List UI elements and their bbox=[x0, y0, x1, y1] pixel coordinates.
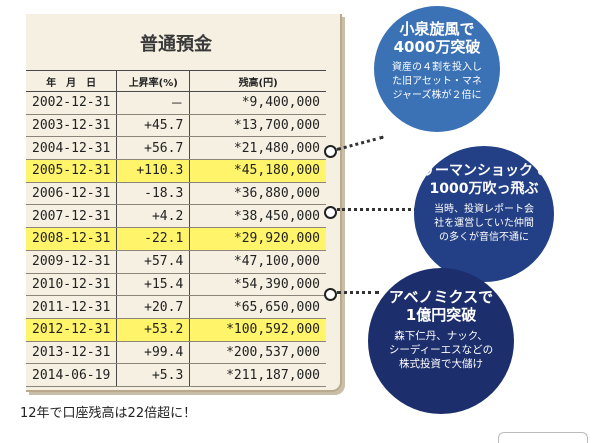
bubble-abenomics: アベノミクスで 1億円突破 森下仁丹、ナック、 シーディーエスなどの 株式投資で… bbox=[368, 268, 514, 414]
bubble-koizumi-body-1: 資産の４割を投入し bbox=[392, 62, 482, 73]
ledger-cell-date: 2003-12-31 bbox=[26, 114, 118, 138]
bubble-koizumi: 小泉旋風で 4000万突破 資産の４割を投入し た旧アセット・マネ ジャーズ株が… bbox=[374, 6, 500, 132]
ledger-cell-rate: -18.3 bbox=[116, 182, 191, 206]
marker-dot-2005 bbox=[324, 145, 337, 158]
ledger-row: 2006-12-31 -18.3 *36,880,000 bbox=[26, 182, 326, 206]
ledger-cell-rate: +57.4 bbox=[116, 250, 191, 274]
ledger-cell-rate: +5.3 bbox=[116, 363, 191, 387]
ledger-cell-date: 2004-12-31 bbox=[26, 136, 118, 161]
ledger-cell-balance: *9,400,000 bbox=[189, 91, 326, 115]
ledger-cell-date: 2005-12-31 bbox=[26, 159, 118, 183]
ledger-cell-balance: *21,480,000 bbox=[189, 136, 326, 161]
ledger-cell-date: 2008-12-31 bbox=[26, 227, 118, 251]
passbook-ledger-table: 年 月 日 上昇率(%) 残高(円) 2002-12-31 － *9,400,000… bbox=[26, 70, 326, 387]
ledger-row: 2003-12-31 +45.7 *13,700,000 bbox=[26, 114, 326, 138]
ledger-cell-date: 2014-06-19 bbox=[26, 363, 118, 387]
bank-passbook-image: 普通預金 年 月 日 上昇率(%) 残高(円) 2002-12-31 － *9,40… bbox=[26, 14, 342, 392]
ledger-cell-rate: +53.2 bbox=[116, 318, 191, 342]
bubble-lehman-head-1: リーマンショックで bbox=[421, 163, 547, 179]
ledger-cell-rate: +4.2 bbox=[116, 204, 191, 229]
bubble-lehman-head-2: 1000万吹っ飛ぶ bbox=[429, 181, 539, 197]
bubble-koizumi-head-2: 4000万突破 bbox=[393, 38, 481, 56]
ledger-row: 2008-12-31 -22.1 *29,920,000 bbox=[26, 227, 326, 251]
ledger-row: 2005-12-31 +110.3 *45,180,000 bbox=[26, 159, 326, 183]
ledger-cell-balance: *13,700,000 bbox=[189, 114, 326, 138]
bubble-abenomics-body-1: 森下仁丹、ナック、 bbox=[394, 330, 488, 342]
bubble-lehman: リーマンショックで 1000万吹っ飛ぶ 当時、投資レポート会 社を運営していた仲… bbox=[414, 146, 554, 282]
ledger-row: 2011-12-31 +20.7 *65,650,000 bbox=[26, 295, 326, 319]
ledger-cell-date: 2010-12-31 bbox=[26, 273, 118, 297]
ledger-cell-date: 2007-12-31 bbox=[26, 204, 118, 229]
ledger-cell-rate: +15.4 bbox=[116, 273, 191, 297]
ledger-cell-balance: *200,537,000 bbox=[189, 341, 326, 365]
marker-dot-2008 bbox=[324, 206, 337, 219]
ledger-cell-balance: *45,180,000 bbox=[189, 159, 326, 183]
ledger-cell-rate: -22.1 bbox=[116, 227, 191, 251]
bubble-abenomics-body-3: 株式投資で大儲け bbox=[399, 358, 483, 370]
image-caption: 12年で口座残高は22倍超に！ bbox=[20, 406, 197, 421]
ledger-row: 2013-12-31 +99.4 *200,537,000 bbox=[26, 341, 326, 365]
ledger-cell-balance: *54,390,000 bbox=[189, 273, 326, 297]
ledger-cell-balance: *29,920,000 bbox=[189, 227, 326, 251]
ledger-cell-date: 2009-12-31 bbox=[26, 250, 118, 274]
ledger-cell-date: 2012-12-31 bbox=[26, 318, 118, 342]
bubble-lehman-body-2: 社を運営していた仲間 bbox=[434, 218, 534, 229]
header-date: 年 月 日 bbox=[26, 70, 118, 92]
passbook-title: 普通預金 bbox=[140, 34, 212, 55]
bubble-abenomics-head-2: 1億円突破 bbox=[405, 306, 477, 324]
ledger-cell-date: 2006-12-31 bbox=[26, 182, 118, 206]
ledger-header-row: 年 月 日 上昇率(%) 残高(円) bbox=[26, 70, 326, 92]
bubble-koizumi-head-1: 小泉旋風で bbox=[399, 20, 475, 38]
ledger-row: 2009-12-31 +57.4 *47,100,000 bbox=[26, 250, 326, 274]
bubble-abenomics-head-1: アベノミクスで bbox=[388, 288, 494, 306]
header-balance: 残高(円) bbox=[189, 70, 326, 92]
ledger-cell-rate: +20.7 bbox=[116, 295, 191, 319]
ledger-cell-rate: +45.7 bbox=[116, 114, 191, 138]
ledger-cell-balance: *211,187,000 bbox=[189, 363, 326, 387]
ledger-cell-balance: *36,880,000 bbox=[189, 182, 326, 206]
ledger-row: 2002-12-31 － *9,400,000 bbox=[26, 91, 326, 115]
ledger-cell-date: 2011-12-31 bbox=[26, 295, 118, 319]
bubble-koizumi-body-3: ジャーズ株が２倍に bbox=[392, 90, 482, 101]
ledger-row: 2004-12-31 +56.7 *21,480,000 bbox=[26, 136, 326, 161]
bubble-lehman-body-1: 当時、投資レポート会 bbox=[434, 204, 534, 215]
ledger-cell-rate: +99.4 bbox=[116, 341, 191, 365]
ledger-cell-balance: *100,592,000 bbox=[189, 318, 326, 342]
ledger-cell-date: 2002-12-31 bbox=[26, 91, 118, 115]
ledger-row: 2012-12-31 +53.2 *100,592,000 bbox=[26, 318, 326, 342]
bubble-abenomics-body-2: シーディーエスなどの bbox=[388, 344, 494, 356]
header-rate: 上昇率(%) bbox=[116, 70, 191, 92]
leader-line-2008 bbox=[337, 208, 417, 211]
bubble-lehman-body-3: の多くが音信不通に bbox=[439, 232, 529, 243]
ledger-cell-date: 2013-12-31 bbox=[26, 341, 118, 365]
ledger-cell-balance: *65,650,000 bbox=[189, 295, 326, 319]
ledger-row: 2010-12-31 +15.4 *54,390,000 bbox=[26, 273, 326, 297]
ledger-row: 2014-06-19 +5.3 *211,187,000 bbox=[26, 363, 326, 387]
ledger-cell-balance: *47,100,000 bbox=[189, 250, 326, 274]
leader-line-2005 bbox=[336, 135, 384, 151]
bubble-koizumi-body-2: た旧アセット・マネ bbox=[392, 76, 482, 87]
ledger-cell-rate: +110.3 bbox=[116, 159, 191, 183]
marker-dot-2012 bbox=[324, 288, 337, 301]
ledger-cell-rate: － bbox=[116, 91, 191, 115]
leader-line-2012 bbox=[337, 291, 379, 294]
ledger-cell-rate: +56.7 bbox=[116, 136, 191, 161]
ledger-row: 2007-12-31 +4.2 *38,450,000 bbox=[26, 204, 326, 229]
ledger-cell-balance: *38,450,000 bbox=[189, 204, 326, 229]
